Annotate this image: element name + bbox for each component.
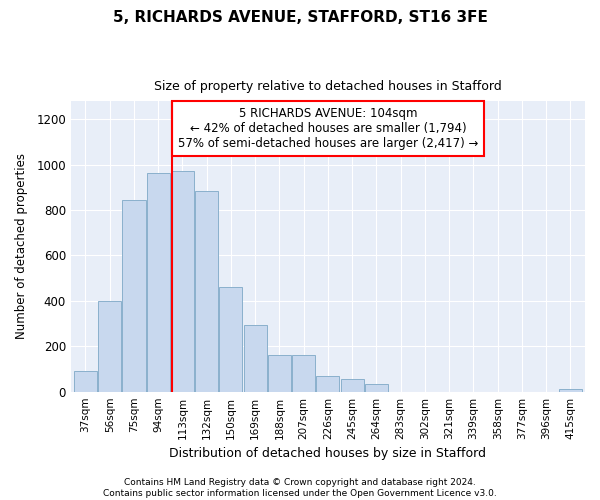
Bar [220, 288, 242, 392]
Bar [341, 379, 364, 392]
Y-axis label: Number of detached properties: Number of detached properties [15, 154, 28, 340]
Bar [316, 376, 340, 392]
Bar [365, 384, 388, 392]
Bar [171, 172, 194, 392]
Bar [559, 390, 582, 392]
Text: 5, RICHARDS AVENUE, STAFFORD, ST16 3FE: 5, RICHARDS AVENUE, STAFFORD, ST16 3FE [113, 10, 487, 25]
Text: Contains HM Land Registry data © Crown copyright and database right 2024.
Contai: Contains HM Land Registry data © Crown c… [103, 478, 497, 498]
Bar [98, 301, 121, 392]
X-axis label: Distribution of detached houses by size in Stafford: Distribution of detached houses by size … [169, 447, 487, 460]
Bar [268, 356, 291, 392]
Bar [244, 324, 267, 392]
Bar [122, 200, 146, 392]
Bar [147, 172, 170, 392]
Bar [74, 371, 97, 392]
Bar [292, 356, 315, 392]
Bar [195, 191, 218, 392]
Text: 5 RICHARDS AVENUE: 104sqm
← 42% of detached houses are smaller (1,794)
57% of se: 5 RICHARDS AVENUE: 104sqm ← 42% of detac… [178, 107, 478, 150]
Title: Size of property relative to detached houses in Stafford: Size of property relative to detached ho… [154, 80, 502, 93]
